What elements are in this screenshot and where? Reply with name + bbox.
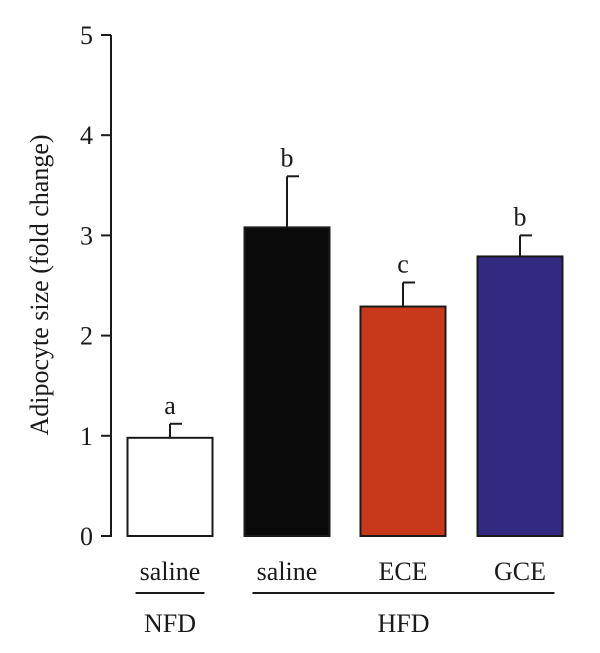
- bar: [126, 436, 214, 537]
- y-tick-label: 0: [80, 522, 93, 551]
- significance-label: a: [164, 391, 176, 420]
- significance-label: b: [514, 202, 527, 231]
- bar: [243, 226, 331, 537]
- y-tick-label: 1: [80, 422, 93, 451]
- y-tick-label: 2: [80, 322, 93, 351]
- category-label: saline: [140, 557, 201, 586]
- significance-label: b: [281, 143, 294, 172]
- bars: a b c b: [126, 143, 564, 537]
- group-label: HFD: [377, 609, 429, 638]
- y-tick-label: 5: [80, 21, 93, 50]
- y-axis: 0 1 2 3 4 5: [80, 21, 112, 551]
- y-tick-label: 3: [80, 221, 93, 250]
- category-label: saline: [257, 557, 318, 586]
- significance-label: c: [397, 249, 409, 278]
- bar: [476, 255, 564, 537]
- category-label: ECE: [378, 557, 427, 586]
- y-axis-title: Adipocyte size (fold change): [25, 134, 54, 435]
- y-tick-label: 4: [80, 121, 93, 150]
- x-axis-labels: saline saline ECE GCE NFD HFD: [135, 557, 555, 638]
- category-label: GCE: [494, 557, 546, 586]
- group-label: NFD: [144, 609, 196, 638]
- bar: [359, 305, 447, 537]
